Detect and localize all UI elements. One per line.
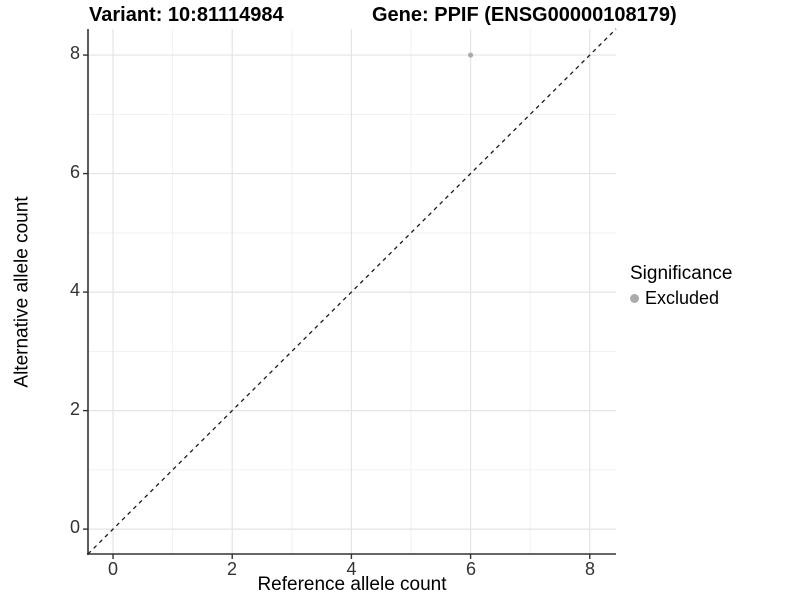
y-tick-label: 2 bbox=[69, 398, 80, 419]
legend: Significance Excluded bbox=[630, 263, 732, 309]
title-variant: Variant: 10:81114984 bbox=[89, 4, 284, 26]
legend-title: Significance bbox=[630, 263, 733, 284]
y-tick-label: 6 bbox=[69, 161, 80, 182]
x-tick-label: 4 bbox=[346, 559, 357, 579]
x-tick-label: 2 bbox=[226, 559, 238, 579]
y-tick-label: 0 bbox=[69, 517, 80, 537]
y-tick-label: 8 bbox=[69, 43, 80, 63]
data-point-excluded bbox=[467, 52, 474, 58]
y-tick-label: 4 bbox=[69, 280, 80, 300]
title-gene: Gene: PPIF (ENSG00000108179) bbox=[372, 4, 677, 26]
legend-item-excluded: Excluded bbox=[630, 287, 732, 309]
x-tick-label: 0 bbox=[107, 559, 119, 579]
x-axis-title: Reference allele count bbox=[257, 574, 447, 595]
legend-item-label: Excluded bbox=[645, 288, 720, 308]
x-tick-label: 6 bbox=[465, 559, 477, 579]
y-axis-title: Alternative allele count bbox=[11, 196, 33, 388]
x-tick-label: 8 bbox=[584, 559, 596, 579]
excluded-dot-icon bbox=[630, 293, 639, 303]
